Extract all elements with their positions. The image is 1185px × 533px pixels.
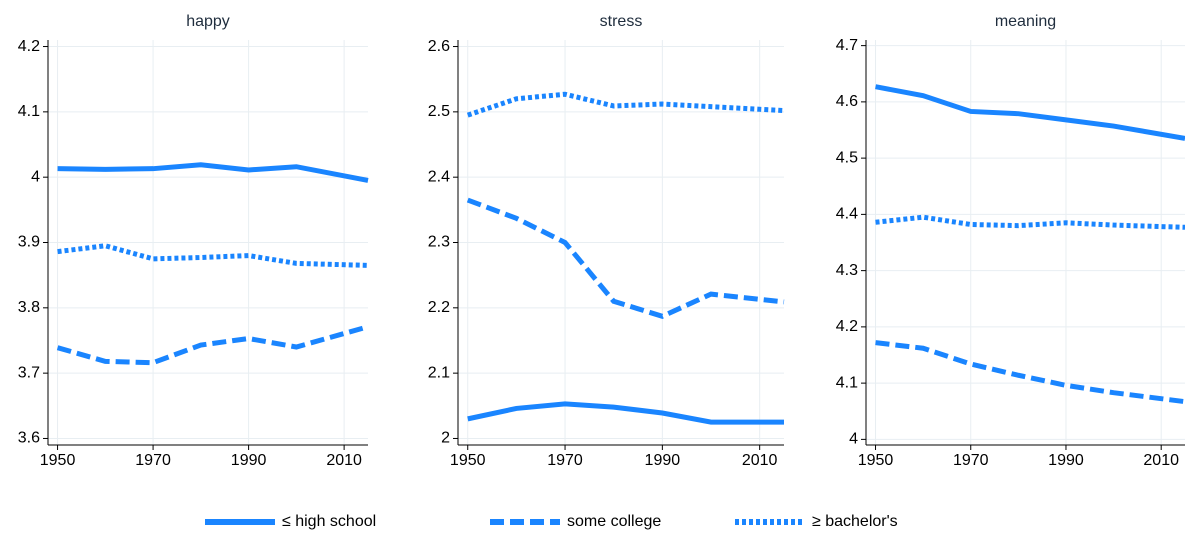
y-tick-label: 4.4 <box>836 206 858 223</box>
data-line <box>57 243 369 268</box>
y-tick-label: 2.5 <box>428 103 450 120</box>
y-tick-label: 3.6 <box>18 430 40 447</box>
data-line <box>466 91 785 118</box>
data-line <box>875 84 1185 141</box>
x-tick-label: 1970 <box>135 452 171 469</box>
panel-title: stress <box>600 13 643 30</box>
x-tick-label: 1950 <box>858 452 894 469</box>
y-tick-label: 4 <box>849 431 858 448</box>
y-tick-label: 3.7 <box>18 364 40 381</box>
y-tick-label: 2.2 <box>428 299 450 316</box>
y-tick-label: 4.2 <box>836 318 858 335</box>
panel-title: happy <box>186 13 230 30</box>
y-tick-label: 4.1 <box>18 103 40 120</box>
legend-label: some college <box>567 513 661 530</box>
x-tick-label: 2010 <box>326 452 362 469</box>
x-tick-label: 2010 <box>742 452 778 469</box>
x-tick-label: 1950 <box>450 452 486 469</box>
x-tick-label: 1950 <box>40 452 76 469</box>
x-tick-label: 2010 <box>1143 452 1179 469</box>
y-tick-label: 2.4 <box>428 168 450 185</box>
x-tick-label: 1990 <box>231 452 267 469</box>
data-line <box>875 214 1185 230</box>
y-tick-label: 4.7 <box>836 37 858 54</box>
y-tick-label: 2.6 <box>428 38 450 55</box>
y-tick-label: 4.2 <box>18 38 40 55</box>
y-tick-label: 4.3 <box>836 262 858 279</box>
y-tick-label: 4.1 <box>836 374 858 391</box>
data-line <box>57 162 369 183</box>
y-tick-label: 2.1 <box>428 364 450 381</box>
y-tick-label: 3.8 <box>18 299 40 316</box>
legend-label: ≤ high school <box>282 513 376 530</box>
panel-title: meaning <box>995 13 1056 30</box>
x-tick-label: 1990 <box>645 452 681 469</box>
y-tick-label: 4.5 <box>836 149 858 166</box>
y-tick-label: 4 <box>31 168 40 185</box>
y-tick-label: 3.9 <box>18 234 40 251</box>
y-tick-label: 4.6 <box>836 93 858 110</box>
x-tick-label: 1990 <box>1048 452 1084 469</box>
y-tick-label: 2.3 <box>428 234 450 251</box>
y-tick-label: 2 <box>441 430 450 447</box>
data-line <box>875 340 1185 405</box>
x-tick-label: 1970 <box>953 452 989 469</box>
legend-label: ≥ bachelor's <box>812 513 898 530</box>
data-line <box>56 324 369 366</box>
x-tick-label: 1970 <box>547 452 583 469</box>
data-line <box>467 401 784 425</box>
data-line <box>466 197 785 319</box>
